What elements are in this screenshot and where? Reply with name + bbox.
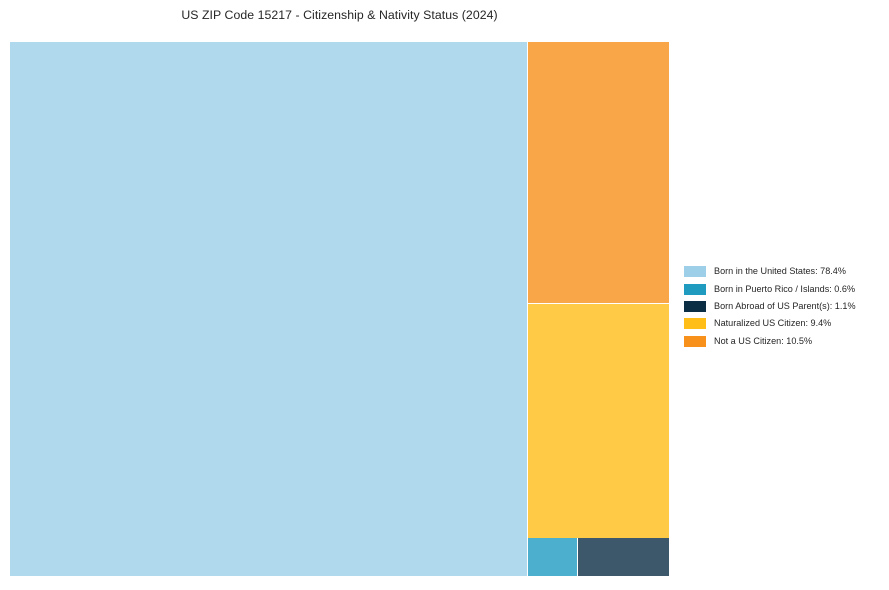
legend-item[interactable]: Naturalized US Citizen: 9.4% bbox=[684, 315, 884, 332]
legend-item-label: Naturalized US Citizen: 9.4% bbox=[714, 318, 832, 329]
legend-item[interactable]: Born in the United States: 78.4% bbox=[684, 263, 884, 280]
legend-color-swatch bbox=[684, 335, 706, 347]
treemap-tile[interactable]: Not a US Citizen bbox=[528, 42, 669, 303]
legend-item[interactable]: Born in Puerto Rico / Islands: 0.6% bbox=[684, 280, 884, 297]
chart-title: US ZIP Code 15217 - Citizenship & Nativi… bbox=[181, 8, 498, 22]
treemap-tile[interactable]: Naturalized US Citizen bbox=[528, 304, 669, 538]
treemap-tile[interactable]: Born in the United States bbox=[10, 42, 527, 576]
legend-color-swatch bbox=[684, 300, 706, 312]
legend-color-swatch bbox=[684, 266, 706, 278]
legend-item-label: Not a US Citizen: 10.5% bbox=[714, 335, 813, 346]
legend-color-swatch bbox=[684, 318, 706, 330]
treemap-plot-area: Born in the United StatesNot a US Citize… bbox=[10, 42, 669, 576]
legend-item[interactable]: Not a US Citizen: 10.5% bbox=[684, 333, 884, 350]
treemap-tile[interactable]: Born Abroad of US Parent(s) bbox=[578, 538, 669, 576]
legend-item-label: Born in the United States: 78.4% bbox=[714, 266, 846, 277]
legend-item-label: Born Abroad of US Parent(s): 1.1% bbox=[714, 300, 856, 311]
legend-item[interactable]: Born Abroad of US Parent(s): 1.1% bbox=[684, 298, 884, 315]
chart-legend: Born in the United States: 78.4% Born in … bbox=[684, 263, 884, 350]
legend-item-label: Born in Puerto Rico / Islands: 0.6% bbox=[714, 283, 856, 294]
treemap-tile[interactable]: Born in Puerto Rico / Islands bbox=[528, 538, 577, 576]
legend-color-swatch bbox=[684, 283, 706, 295]
